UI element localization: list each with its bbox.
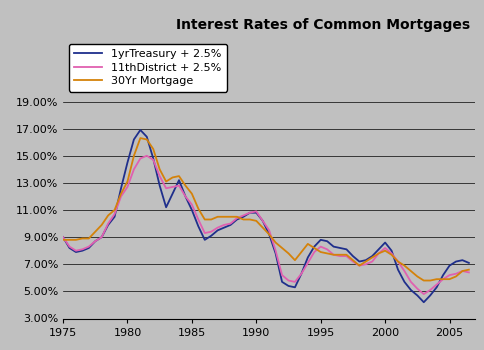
Legend: 1yrTreasury + 2.5%, 11thDistrict + 2.5%, 30Yr Mortgage: 1yrTreasury + 2.5%, 11thDistrict + 2.5%,… [68, 44, 227, 92]
1yrTreasury + 2.5% [291, 285, 297, 289]
1yrTreasury + 2.5% [60, 235, 66, 239]
30Yr Mortgage [234, 215, 240, 219]
11thDistrict + 2.5% [60, 235, 66, 239]
Line: 1yrTreasury + 2.5%: 1yrTreasury + 2.5% [63, 130, 468, 302]
11thDistrict + 2.5% [465, 270, 471, 274]
11thDistrict + 2.5% [330, 253, 336, 257]
1yrTreasury + 2.5% [137, 128, 143, 132]
11thDistrict + 2.5% [291, 280, 297, 284]
Line: 30Yr Mortgage: 30Yr Mortgage [63, 138, 468, 281]
1yrTreasury + 2.5% [330, 245, 336, 249]
30Yr Mortgage [324, 251, 330, 256]
30Yr Mortgage [111, 208, 117, 212]
30Yr Mortgage [137, 136, 143, 140]
11thDistrict + 2.5% [266, 228, 272, 232]
11thDistrict + 2.5% [111, 212, 117, 216]
1yrTreasury + 2.5% [324, 239, 330, 243]
30Yr Mortgage [465, 267, 471, 272]
1yrTreasury + 2.5% [266, 232, 272, 237]
30Yr Mortgage [420, 279, 426, 283]
11thDistrict + 2.5% [324, 247, 330, 251]
Text: Interest Rates of Common Mortgages: Interest Rates of Common Mortgages [176, 18, 469, 32]
11thDistrict + 2.5% [144, 154, 150, 158]
1yrTreasury + 2.5% [111, 215, 117, 219]
30Yr Mortgage [266, 232, 272, 237]
Line: 11thDistrict + 2.5%: 11thDistrict + 2.5% [63, 156, 468, 294]
11thDistrict + 2.5% [234, 216, 240, 220]
1yrTreasury + 2.5% [420, 300, 426, 304]
1yrTreasury + 2.5% [465, 261, 471, 265]
30Yr Mortgage [291, 258, 297, 262]
1yrTreasury + 2.5% [234, 217, 240, 222]
30Yr Mortgage [60, 238, 66, 242]
30Yr Mortgage [330, 253, 336, 257]
11thDistrict + 2.5% [420, 292, 426, 296]
